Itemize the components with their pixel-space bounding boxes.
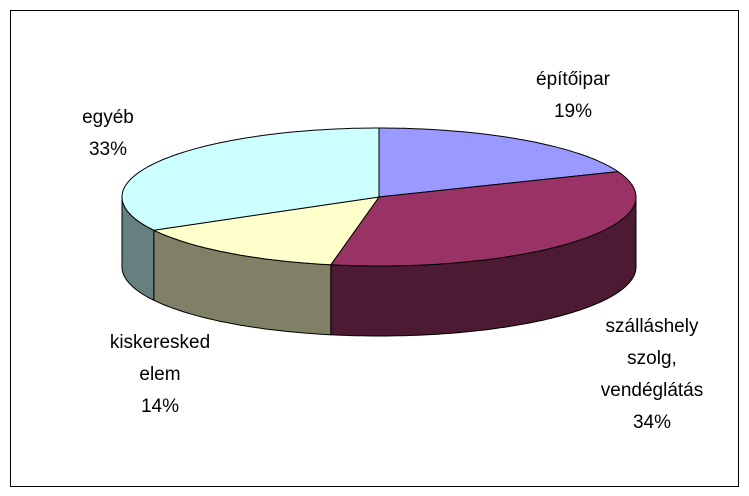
value-label: 34%	[632, 412, 672, 433]
category-label: építőipar	[536, 69, 610, 90]
data-label: építőipar 19%	[536, 64, 610, 128]
slice	[378, 127, 620, 198]
category-label: szálláshely szolg, vendéglátás	[600, 316, 704, 401]
value-label: 33%	[88, 139, 128, 160]
chart-frame	[10, 10, 739, 487]
value-label: 14%	[140, 396, 180, 417]
data-label: szálláshely szolg, vendéglátás 34%	[601, 311, 703, 439]
data-label: egyéb 33%	[82, 102, 134, 166]
category-label: egyéb	[82, 107, 134, 128]
data-label: kiskeresked elem 14%	[110, 327, 210, 423]
slice	[152, 196, 381, 266]
category-label: kiskeresked elem	[109, 332, 211, 385]
slice	[121, 127, 380, 231]
slice	[329, 171, 637, 267]
value-label: 19%	[553, 101, 593, 122]
